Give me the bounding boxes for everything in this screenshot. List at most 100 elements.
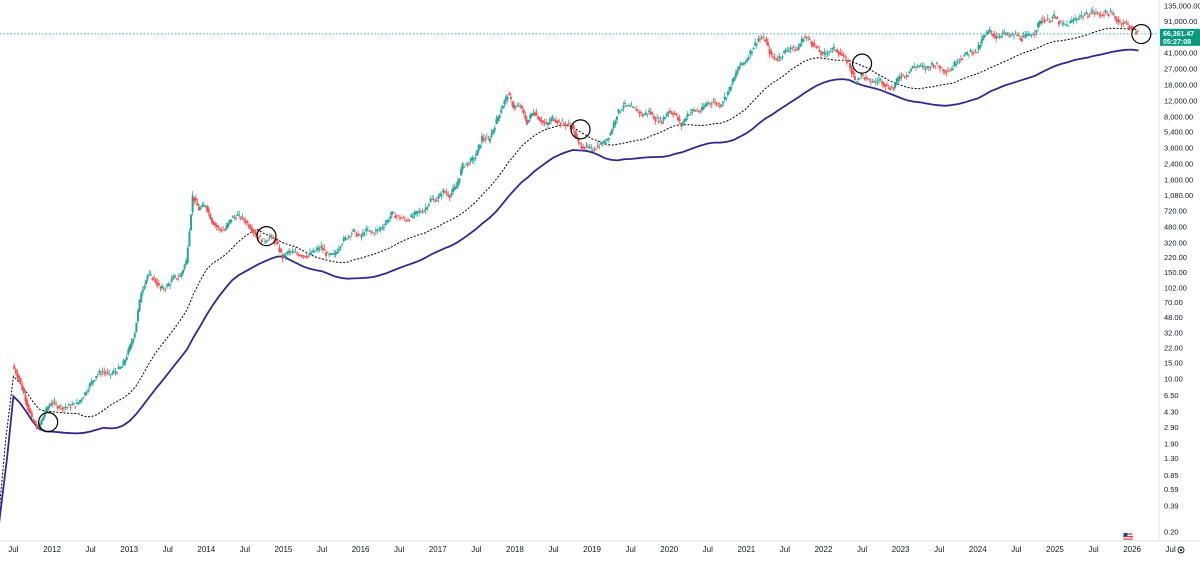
candle — [493, 125, 496, 134]
candle — [56, 404, 59, 410]
y-tick-label: 91,000.00 — [1164, 17, 1197, 26]
candle — [566, 123, 569, 127]
candle — [183, 263, 186, 272]
candle — [466, 162, 469, 168]
candle — [88, 382, 91, 391]
candle — [847, 58, 850, 63]
candle — [614, 119, 617, 128]
candle — [233, 214, 236, 220]
candle — [488, 136, 491, 144]
candle — [805, 35, 808, 41]
candle — [967, 54, 970, 59]
candle — [752, 47, 755, 50]
candle — [228, 219, 231, 226]
candle — [169, 282, 172, 290]
candle — [897, 75, 900, 83]
candle — [331, 252, 334, 256]
candle — [35, 421, 38, 430]
candle — [96, 372, 99, 378]
candle — [222, 225, 225, 231]
candle — [350, 231, 353, 238]
candle — [871, 78, 874, 84]
candle — [937, 65, 940, 67]
candle — [1038, 20, 1041, 28]
candle — [783, 50, 786, 55]
candle — [1059, 19, 1062, 24]
candle — [294, 247, 297, 253]
x-tick-label: Jul — [1011, 545, 1021, 554]
candle — [792, 45, 795, 51]
candle — [611, 127, 614, 135]
x-axis[interactable]: Jul 2012 Jul 2013 Jul 2014 Jul 2015 Jul 2016 Jul 20… — [0, 540, 1200, 554]
candle — [789, 44, 792, 53]
candle — [511, 100, 514, 109]
candle — [712, 97, 715, 104]
candle — [16, 369, 19, 381]
candle — [432, 195, 435, 202]
candle — [582, 143, 585, 150]
candle — [63, 406, 66, 412]
candle — [161, 283, 164, 290]
plot-area[interactable] — [0, 6, 1158, 532]
candle — [601, 142, 604, 147]
candle — [352, 228, 355, 233]
candle — [799, 42, 802, 48]
candle — [400, 216, 403, 219]
candle — [537, 115, 540, 120]
candle — [376, 228, 379, 235]
candle — [1075, 17, 1078, 24]
candle — [588, 144, 591, 150]
candle — [239, 216, 242, 221]
candle — [90, 378, 93, 386]
candle — [924, 65, 927, 74]
candle — [675, 112, 678, 117]
candle — [564, 121, 567, 130]
candle — [587, 144, 590, 150]
candle — [678, 114, 681, 125]
x-tick-label: Jul — [471, 545, 481, 554]
candle — [961, 57, 964, 61]
candle — [683, 118, 686, 124]
candle — [1009, 33, 1012, 38]
candle — [800, 35, 803, 47]
candle — [813, 39, 816, 48]
candle — [177, 273, 180, 282]
candle — [836, 47, 839, 54]
candle — [448, 194, 451, 202]
candle — [299, 254, 302, 257]
y-axis[interactable]: 135,000.00 91,000.00 41,000.00 27,000.00 18,… — [1158, 0, 1200, 541]
candle — [1001, 29, 1004, 39]
x-tick-label: Jul — [8, 545, 18, 554]
candle — [382, 223, 385, 232]
x-tick-label: Jul — [548, 545, 558, 554]
candle — [887, 84, 890, 90]
candle — [881, 80, 884, 88]
candle — [1085, 9, 1088, 15]
candle — [1111, 9, 1114, 15]
candle — [80, 397, 83, 404]
candle — [254, 228, 257, 238]
candle — [951, 65, 954, 71]
candle — [138, 299, 141, 313]
candle — [1008, 31, 1011, 38]
candle — [643, 113, 646, 116]
candle — [1040, 17, 1043, 26]
candle — [1056, 15, 1059, 20]
candle — [882, 81, 885, 88]
candle — [707, 101, 710, 105]
y-tick-label: 1,600.00 — [1164, 175, 1193, 184]
y-tick-label: 3,600.00 — [1164, 144, 1193, 153]
settings-icon[interactable] — [1177, 546, 1185, 554]
candle — [623, 99, 626, 108]
y-tick-label: 0.85 — [1164, 471, 1179, 480]
candle — [1128, 24, 1131, 31]
candle — [598, 143, 601, 149]
candle — [143, 283, 146, 291]
candle — [784, 48, 787, 55]
candle — [405, 219, 408, 223]
candle — [98, 368, 101, 375]
x-tick-label: 2021 — [737, 545, 755, 554]
y-tick-label: 6.50 — [1164, 391, 1179, 400]
candle — [543, 118, 546, 127]
